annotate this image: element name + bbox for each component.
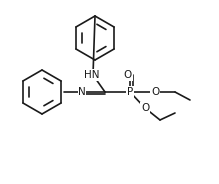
Text: N: N <box>78 87 86 97</box>
Text: HN: HN <box>84 70 100 80</box>
Text: O: O <box>141 103 149 113</box>
Text: O: O <box>124 70 132 80</box>
Text: O: O <box>151 87 159 97</box>
Text: P: P <box>127 87 133 97</box>
